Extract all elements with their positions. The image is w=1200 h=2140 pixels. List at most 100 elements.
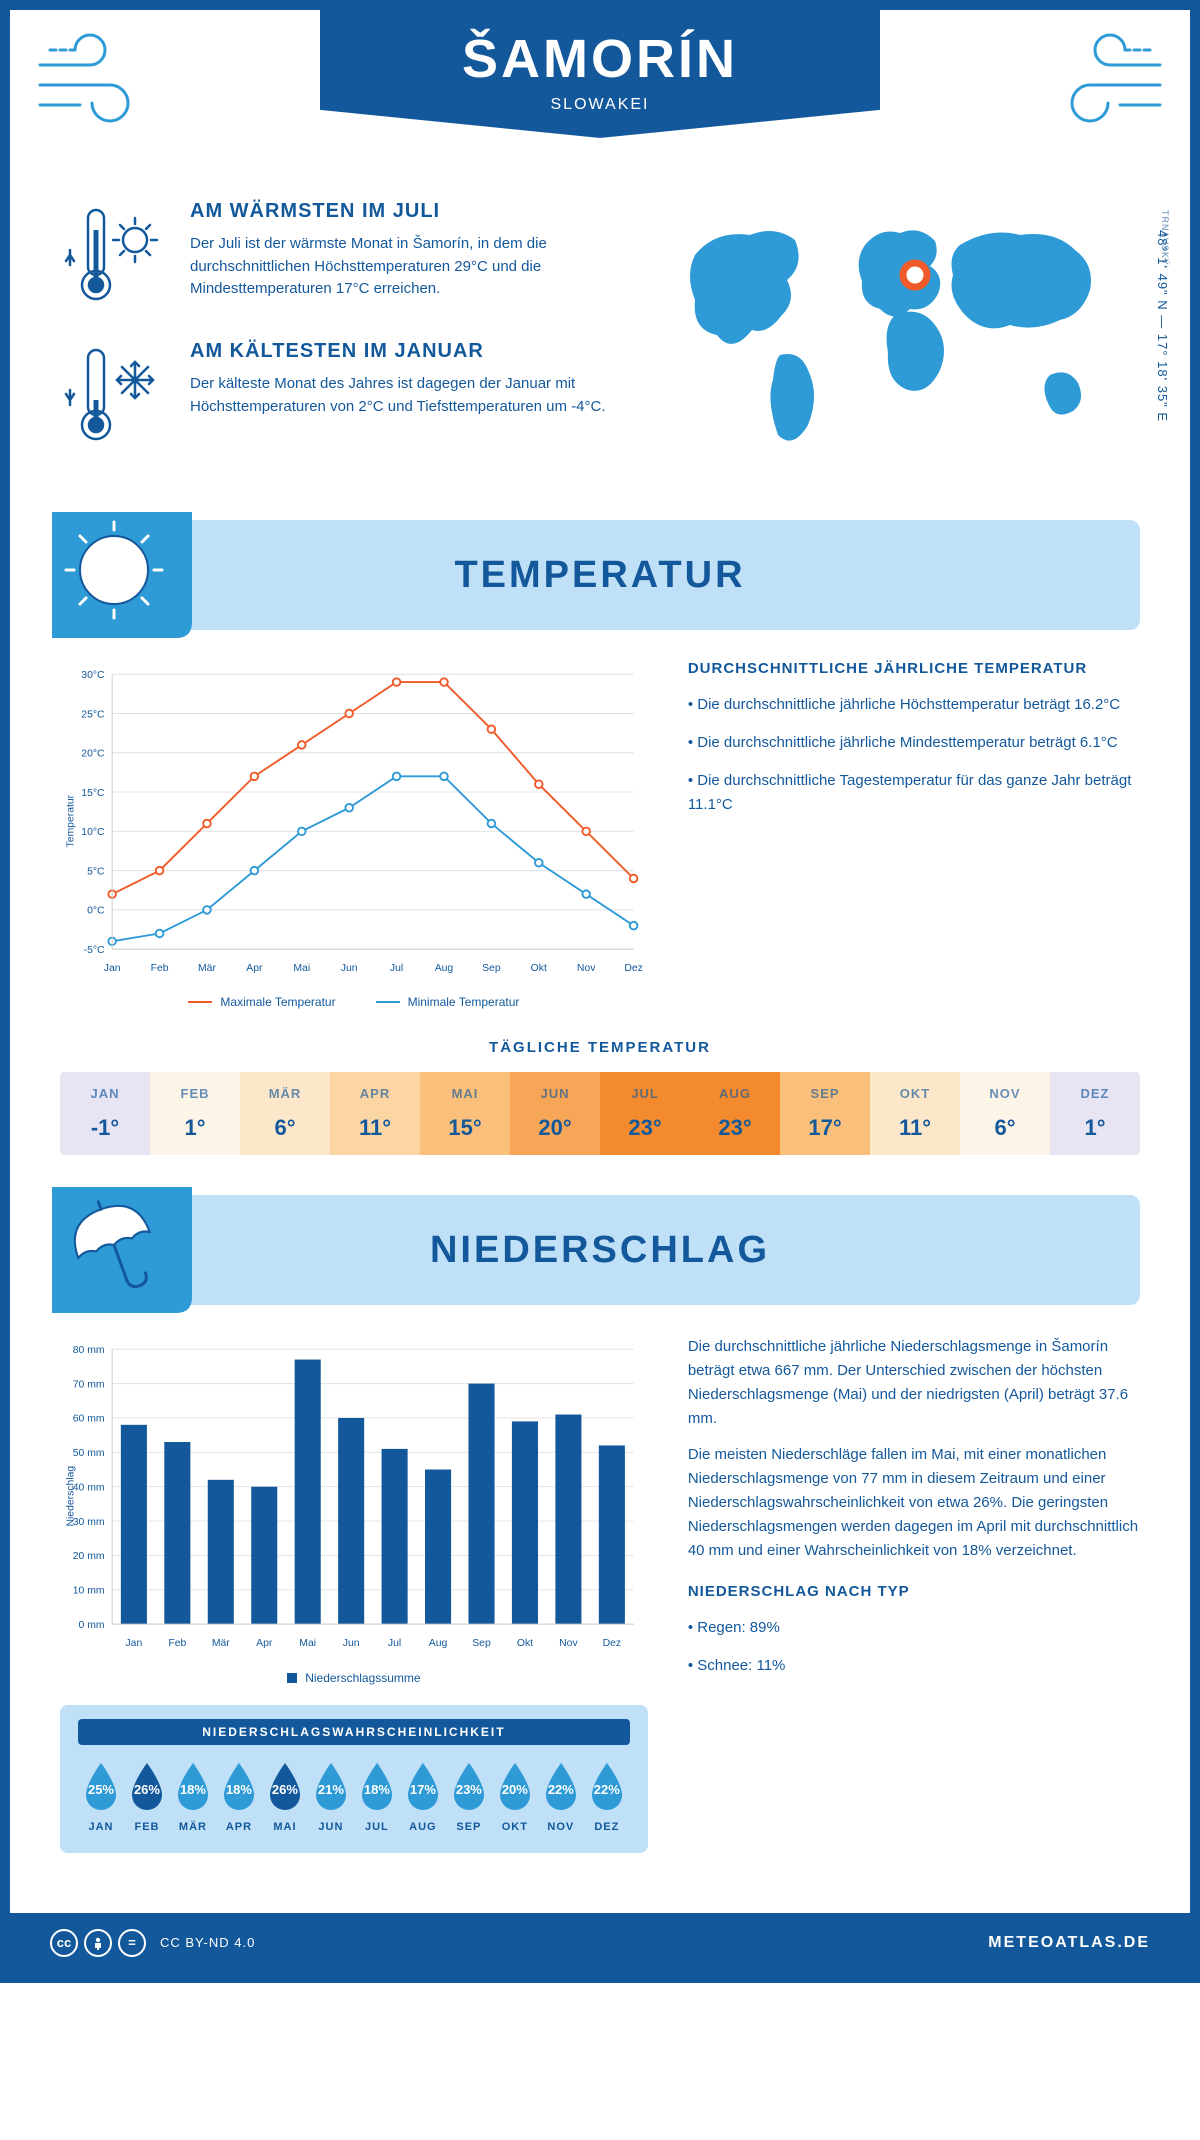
svg-text:20°C: 20°C — [81, 749, 105, 760]
precipitation-bar-chart: 0 mm10 mm20 mm30 mm40 mm50 mm60 mm70 mm8… — [60, 1335, 648, 1684]
svg-text:Jan: Jan — [104, 963, 121, 974]
svg-text:Jul: Jul — [390, 963, 403, 974]
temperature-summary-heading: DURCHSCHNITTLICHE JÄHRLICHE TEMPERATUR — [688, 660, 1140, 677]
precipitation-heading: NIEDERSCHLAG — [60, 1229, 1140, 1272]
svg-text:Sep: Sep — [472, 1638, 491, 1649]
precipitation-paragraph-2: Die meisten Niederschläge fallen im Mai,… — [688, 1443, 1140, 1563]
daily-temp-cell: FEB1° — [150, 1072, 240, 1155]
cc-icon: cc — [50, 1929, 78, 1957]
legend-precip-label: Niederschlagssumme — [305, 1671, 420, 1685]
svg-text:30 mm: 30 mm — [73, 1517, 105, 1528]
svg-text:Mär: Mär — [212, 1638, 230, 1649]
warmest-title: AM WÄRMSTEN IM JULI — [190, 200, 620, 223]
legend-max-label: Maximale Temperatur — [220, 995, 335, 1009]
temperature-line-chart: -5°C0°C5°C10°C15°C20°C25°C30°CJanFebMärA… — [60, 660, 648, 1009]
svg-text:80 mm: 80 mm — [73, 1345, 105, 1356]
precipitation-type-rain: Regen: 89% — [688, 1616, 1140, 1640]
svg-text:Okt: Okt — [517, 1638, 533, 1649]
svg-text:40 mm: 40 mm — [73, 1483, 105, 1494]
daily-temp-cell: AUG23° — [690, 1072, 780, 1155]
world-map-region: TRNAVSKÝ 48° 1' 49" N — 17° 18' 35" E — [660, 200, 1140, 480]
svg-text:30°C: 30°C — [81, 670, 105, 681]
svg-text:Dez: Dez — [603, 1638, 622, 1649]
by-icon — [84, 1929, 112, 1957]
svg-text:5°C: 5°C — [87, 866, 105, 877]
precipitation-legend: Niederschlagssumme — [60, 1671, 648, 1685]
site-name: METEOATLAS.DE — [988, 1934, 1150, 1952]
daily-temp-cell: DEZ1° — [1050, 1072, 1140, 1155]
svg-text:Temperatur: Temperatur — [65, 794, 76, 847]
daily-temp-cell: SEP17° — [780, 1072, 870, 1155]
precipitation-type-snow: Schnee: 11% — [688, 1654, 1140, 1678]
coldest-fact: AM KÄLTESTEN IM JANUAR Der kälteste Mona… — [60, 340, 620, 450]
umbrella-corner-icon — [52, 1187, 192, 1313]
precip-prob-item: 22%NOV — [538, 1759, 584, 1833]
svg-text:25°C: 25°C — [81, 709, 105, 720]
precipitation-probability-box: NIEDERSCHLAGSWAHRSCHEINLICHKEIT 25%JAN26… — [60, 1705, 648, 1853]
warmest-fact: AM WÄRMSTEN IM JULI Der Juli ist der wär… — [60, 200, 620, 310]
svg-text:Aug: Aug — [429, 1638, 448, 1649]
svg-text:Jun: Jun — [341, 963, 358, 974]
svg-text:Jun: Jun — [343, 1638, 360, 1649]
temperature-bullet-1: Die durchschnittliche jährliche Höchstte… — [688, 693, 1140, 717]
daily-temp-cell: JAN-1° — [60, 1072, 150, 1155]
svg-text:0 mm: 0 mm — [79, 1620, 105, 1631]
temperature-section-banner: TEMPERATUR — [60, 520, 1140, 630]
precip-prob-item: 26%MAI — [262, 1759, 308, 1833]
svg-text:Nov: Nov — [559, 1638, 578, 1649]
precipitation-type-heading: NIEDERSCHLAG NACH TYP — [688, 1583, 1140, 1600]
title-ribbon: ŠAMORÍN SLOWAKEI — [320, 10, 880, 138]
daily-temp-cell: NOV6° — [960, 1072, 1050, 1155]
license-text: CC BY-ND 4.0 — [160, 1935, 255, 1950]
svg-text:Okt: Okt — [531, 963, 547, 974]
coldest-text: Der kälteste Monat des Jahres ist dagege… — [190, 373, 620, 418]
warmest-text: Der Juli ist der wärmste Monat in Šamorí… — [190, 233, 620, 301]
svg-text:Aug: Aug — [435, 963, 454, 974]
title-header: ŠAMORÍN SLOWAKEI — [10, 10, 1190, 170]
temperature-heading: TEMPERATUR — [60, 554, 1140, 597]
precip-prob-item: 20%OKT — [492, 1759, 538, 1833]
svg-text:Feb: Feb — [168, 1638, 186, 1649]
temperature-bullet-3: Die durchschnittliche Tagestemperatur fü… — [688, 769, 1140, 817]
svg-text:Sep: Sep — [482, 963, 501, 974]
daily-temp-cell: JUL23° — [600, 1072, 690, 1155]
svg-text:Mär: Mär — [198, 963, 216, 974]
svg-text:Niederschlag: Niederschlag — [65, 1466, 76, 1527]
cc-license-icons: cc = — [50, 1929, 146, 1957]
coordinates: 48° 1' 49" N — 17° 18' 35" E — [1155, 230, 1170, 422]
precip-prob-item: 18%APR — [216, 1759, 262, 1833]
svg-text:70 mm: 70 mm — [73, 1380, 105, 1391]
daily-temp-cell: MAI15° — [420, 1072, 510, 1155]
daily-temp-cell: APR11° — [330, 1072, 420, 1155]
legend-min-label: Minimale Temperatur — [408, 995, 520, 1009]
svg-text:10 mm: 10 mm — [73, 1586, 105, 1597]
thermometer-hot-icon — [60, 200, 170, 310]
world-map — [660, 200, 1140, 460]
svg-text:15°C: 15°C — [81, 788, 105, 799]
sun-corner-icon — [52, 512, 192, 638]
svg-text:Mai: Mai — [293, 963, 310, 974]
coldest-title: AM KÄLTESTEN IM JANUAR — [190, 340, 620, 363]
daily-temp-cell: JUN20° — [510, 1072, 600, 1155]
svg-text:Jul: Jul — [388, 1638, 401, 1649]
daily-temp-cell: OKT11° — [870, 1072, 960, 1155]
precip-prob-item: 25%JAN — [78, 1759, 124, 1833]
precip-prob-item: 22%DEZ — [584, 1759, 630, 1833]
footer-bar: cc = CC BY-ND 4.0 METEOATLAS.DE — [10, 1913, 1190, 1973]
svg-text:Apr: Apr — [246, 963, 263, 974]
svg-text:-5°C: -5°C — [84, 945, 105, 956]
infographic-frame: ŠAMORÍN SLOWAKEI — [0, 0, 1200, 1983]
precip-prob-item: 26%FEB — [124, 1759, 170, 1833]
daily-temp-cell: MÄR6° — [240, 1072, 330, 1155]
svg-text:60 mm: 60 mm — [73, 1414, 105, 1425]
intro-row: AM WÄRMSTEN IM JULI Der Juli ist der wär… — [60, 200, 1140, 480]
precip-prob-item: 21%JUN — [308, 1759, 354, 1833]
precip-prob-item: 18%MÄR — [170, 1759, 216, 1833]
svg-text:10°C: 10°C — [81, 827, 105, 838]
temperature-bullet-2: Die durchschnittliche jährliche Mindestt… — [688, 731, 1140, 755]
temperature-summary: DURCHSCHNITTLICHE JÄHRLICHE TEMPERATUR D… — [688, 660, 1140, 1009]
svg-text:Feb: Feb — [151, 963, 169, 974]
wind-decoration-right — [1010, 30, 1170, 130]
svg-text:Mai: Mai — [299, 1638, 316, 1649]
daily-temperature-strip: JAN-1°FEB1°MÄR6°APR11°MAI15°JUN20°JUL23°… — [60, 1072, 1140, 1155]
